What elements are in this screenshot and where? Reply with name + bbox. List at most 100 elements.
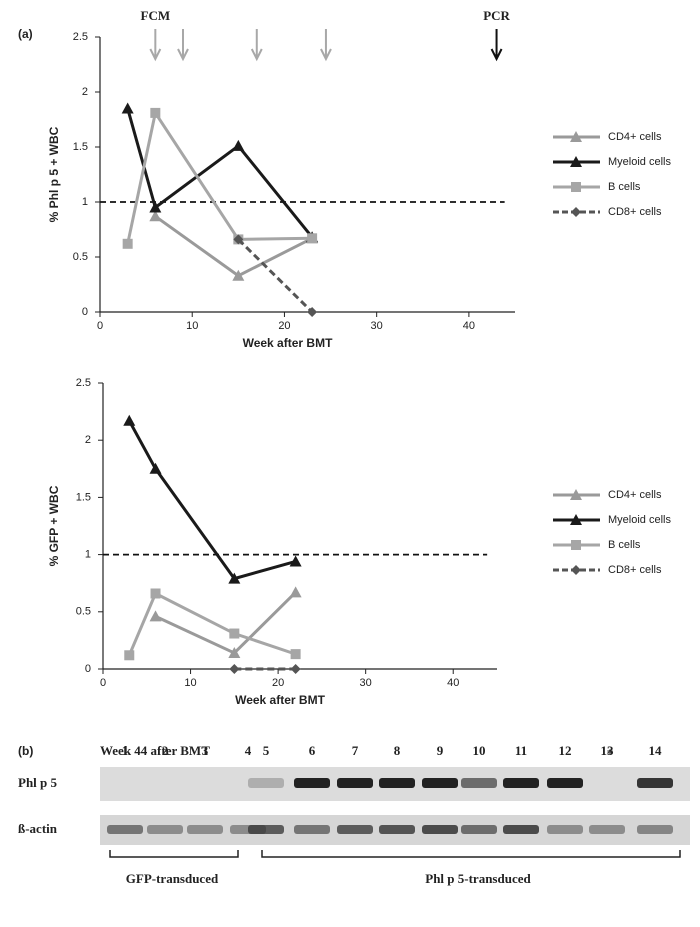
marker: [150, 588, 161, 599]
marker: [570, 489, 582, 500]
y-tick-label: 1.5: [73, 141, 88, 153]
marker: [228, 572, 241, 584]
gel-band: [337, 825, 373, 834]
annotation-arrow: [320, 29, 332, 62]
series-line: [154, 215, 313, 278]
marker: [570, 514, 582, 525]
gel-band: [589, 825, 625, 834]
marker: [570, 131, 582, 142]
y-axis-label: % Phl p 5 + WBC: [47, 126, 61, 222]
legend-label: Myeloid cells: [608, 514, 671, 526]
y-tick-label: 0.5: [76, 606, 91, 618]
annotation-arrow: [149, 29, 162, 62]
marker: [571, 182, 581, 192]
x-tick-label: 10: [186, 320, 198, 332]
x-tick-label: 20: [272, 677, 284, 689]
gel-band: [547, 825, 583, 834]
gel-band: [248, 778, 284, 788]
bracket: [261, 850, 681, 858]
series-line: [154, 591, 297, 655]
gel-band: [147, 825, 183, 834]
marker: [290, 664, 301, 674]
gel-band: [107, 825, 143, 834]
marker: [233, 234, 244, 245]
gel-band: [422, 778, 458, 788]
gel-band: [379, 825, 415, 834]
gel-band: [248, 825, 284, 834]
legend-label: CD8+ cells: [608, 206, 662, 218]
x-tick-label: 0: [97, 320, 103, 332]
legend-label: Myeloid cells: [608, 156, 671, 168]
marker: [149, 610, 162, 622]
marker: [571, 565, 581, 575]
annotation-arrow: [250, 29, 263, 62]
y-tick-label: 1: [82, 196, 88, 208]
legend-label: CD8+ cells: [608, 564, 662, 576]
lane-label: 7: [352, 743, 359, 758]
lane-label: 5: [263, 743, 270, 758]
panel-label: (b): [18, 744, 33, 758]
x-tick-label: 10: [184, 677, 196, 689]
lane-label: 13: [601, 743, 615, 758]
lane-label: 1: [122, 743, 129, 758]
lane-label: 9: [437, 743, 444, 758]
marker: [124, 650, 135, 661]
lane-label: 12: [559, 743, 572, 758]
marker: [570, 156, 582, 167]
series-line: [127, 591, 297, 656]
marker: [149, 201, 162, 213]
marker: [307, 233, 318, 244]
y-axis-label: % GFP + WBC: [47, 485, 61, 566]
legend-label: B cells: [608, 539, 641, 551]
bracket: [109, 850, 239, 858]
marker: [289, 586, 302, 598]
legend-label: B cells: [608, 181, 641, 193]
lane-label: 10: [473, 743, 486, 758]
marker: [228, 646, 241, 658]
marker: [149, 462, 162, 474]
gel-title: Week 44 after BMT: [100, 743, 210, 758]
y-tick-label: 2.5: [76, 377, 91, 389]
gel-band: [461, 825, 497, 834]
gel-band: [187, 825, 223, 834]
y-tick-label: 0: [82, 306, 88, 318]
y-tick-label: 2: [85, 434, 91, 446]
group-label: Phl p 5-transduced: [425, 871, 531, 886]
marker: [307, 307, 318, 317]
y-tick-label: 2.5: [73, 31, 88, 43]
x-tick-label: 0: [100, 677, 106, 689]
gel-band: [379, 778, 415, 788]
gel-band: [637, 778, 673, 788]
annotation-label: PCR: [483, 8, 510, 23]
y-tick-label: 0.5: [73, 251, 88, 263]
annotation-arrow: [177, 29, 189, 62]
marker: [122, 238, 133, 249]
marker: [232, 269, 245, 281]
lane-label: 6: [309, 743, 316, 758]
row-label: Phl p 5: [18, 775, 58, 790]
marker: [150, 107, 161, 118]
y-tick-label: 2: [82, 86, 88, 98]
x-tick-label: 40: [463, 320, 475, 332]
x-tick-label: 30: [360, 677, 372, 689]
marker: [229, 664, 240, 674]
gel-band: [637, 825, 673, 834]
marker: [229, 628, 240, 639]
series-line: [127, 420, 297, 581]
marker: [123, 414, 136, 426]
marker: [289, 555, 302, 567]
lane-label: 11: [515, 743, 527, 758]
gel-band: [337, 778, 373, 788]
y-tick-label: 1: [85, 549, 91, 561]
marker: [149, 210, 162, 222]
x-axis-label: Week after BMT: [235, 693, 325, 707]
gel-band: [547, 778, 583, 788]
gel-band: [503, 778, 539, 788]
legend-label: CD4+ cells: [608, 131, 662, 143]
row-label: ß-actin: [18, 821, 58, 836]
gel-band: [503, 825, 539, 834]
lane-label: 8: [394, 743, 401, 758]
group-label: GFP-transduced: [126, 871, 219, 886]
lane-label: 4: [245, 743, 252, 758]
